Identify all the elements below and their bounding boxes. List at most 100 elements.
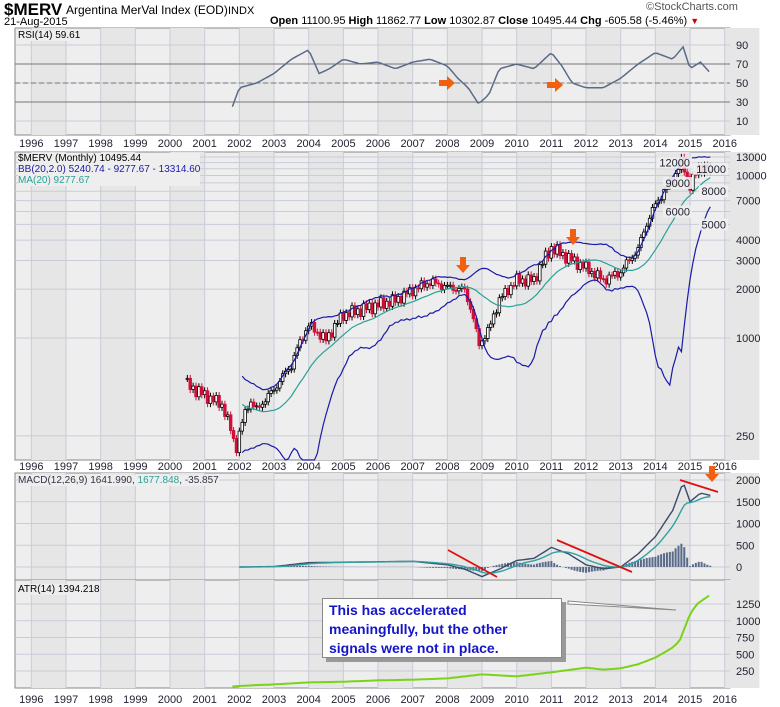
macd-histogram-bar	[426, 567, 429, 568]
year-label: 2006	[366, 694, 390, 706]
year-label: 1997	[54, 461, 78, 473]
candle	[590, 270, 594, 275]
price-tick: 8000	[702, 186, 726, 198]
year-label: 2015	[678, 694, 702, 706]
macd-value: 1641.990	[90, 475, 132, 486]
year-band	[378, 28, 413, 135]
year-label: 2009	[470, 694, 494, 706]
macd-histogram-bar	[645, 558, 648, 567]
rsi-tick: 30	[736, 97, 748, 109]
candle	[465, 288, 470, 303]
macd-histogram-bar	[654, 556, 657, 567]
year-label: 2009	[470, 138, 494, 150]
macd-histogram-bar	[587, 567, 590, 573]
macd-histogram-bar	[478, 567, 481, 572]
price-tick: 3000	[736, 255, 760, 267]
year-label: 2005	[331, 461, 355, 473]
candle	[439, 283, 444, 290]
macd-histogram-bar	[452, 567, 455, 569]
candle	[483, 338, 487, 342]
macd-histogram-bar	[535, 563, 538, 567]
candle	[379, 297, 383, 308]
year-label: 2003	[262, 694, 286, 706]
candle	[211, 395, 216, 403]
candle	[506, 288, 510, 296]
candle	[567, 253, 571, 264]
candle	[520, 278, 525, 284]
year-label: 2007	[400, 138, 424, 150]
candle	[564, 252, 568, 264]
year-band	[170, 580, 205, 688]
orange-arrow-icon	[566, 229, 580, 245]
candle	[523, 278, 528, 287]
macd-histogram-bar	[663, 553, 666, 567]
candle	[243, 409, 247, 423]
candle	[509, 285, 513, 296]
year-label: 2005	[331, 138, 355, 150]
year-label: 2004	[296, 694, 320, 706]
macd-histogram-bar	[639, 559, 642, 567]
year-label: 2004	[296, 461, 320, 473]
year-label: 2008	[435, 694, 459, 706]
atr-tick: 750	[736, 633, 754, 645]
rsi-tick: 50	[736, 78, 748, 90]
candle	[587, 261, 591, 275]
macd-tick: 0	[736, 562, 742, 574]
candle	[200, 386, 204, 396]
candle	[234, 438, 239, 454]
price-tick-bg	[656, 156, 692, 169]
year-band	[586, 152, 621, 460]
candle	[384, 300, 389, 309]
candle	[361, 303, 366, 317]
orange-arrow-icon	[705, 466, 719, 482]
macd-histogram-bar	[463, 567, 466, 570]
candle	[413, 287, 418, 297]
macd-tick: 2000	[736, 475, 760, 487]
rsi-tick: 90	[736, 40, 748, 52]
candle	[185, 377, 190, 380]
year-label: 2015	[678, 461, 702, 473]
macd-histogram-bar	[567, 567, 570, 569]
price-tick: 5000	[702, 219, 726, 231]
candle	[428, 283, 432, 286]
candle	[344, 312, 348, 321]
candle	[263, 401, 268, 405]
candle	[252, 401, 256, 407]
year-band	[378, 473, 413, 580]
macd-histogram-bar	[689, 566, 692, 567]
year-band	[586, 580, 621, 688]
candle	[503, 288, 507, 297]
rsi-tick: 10	[736, 116, 748, 128]
year-label: 2010	[504, 694, 528, 706]
candle	[341, 312, 346, 321]
candle	[532, 276, 536, 282]
macd-histogram-bar	[483, 567, 486, 570]
down-triangle-icon: ▼	[690, 16, 700, 26]
candle	[402, 290, 406, 304]
year-label: 2001	[192, 694, 216, 706]
year-label: 2002	[227, 694, 251, 706]
year-band	[31, 580, 66, 688]
exchange: INDX	[228, 5, 255, 17]
year-band	[100, 580, 136, 688]
candle	[616, 271, 620, 278]
year-label: 2014	[643, 461, 667, 473]
candle	[399, 296, 403, 304]
candle	[500, 296, 504, 299]
year-band	[239, 580, 275, 688]
bb-legend: BB(20,2.0) 5240.74 - 9277.67 - 13314.60	[18, 164, 201, 175]
candle	[610, 274, 614, 277]
macd-histogram-bar	[683, 547, 686, 567]
callout-pointer	[567, 600, 677, 611]
signal-line	[239, 496, 711, 574]
candle	[228, 414, 233, 431]
macd-histogram-bar	[674, 548, 677, 567]
candle	[624, 259, 629, 269]
candle	[240, 421, 244, 432]
year-label: 2007	[400, 694, 424, 706]
year-label: 2016	[712, 694, 736, 706]
macd-histogram-bar	[697, 561, 700, 567]
macd-histogram-bar	[538, 562, 541, 567]
year-label: 2012	[574, 461, 598, 473]
macd-histogram-bar	[573, 567, 576, 571]
